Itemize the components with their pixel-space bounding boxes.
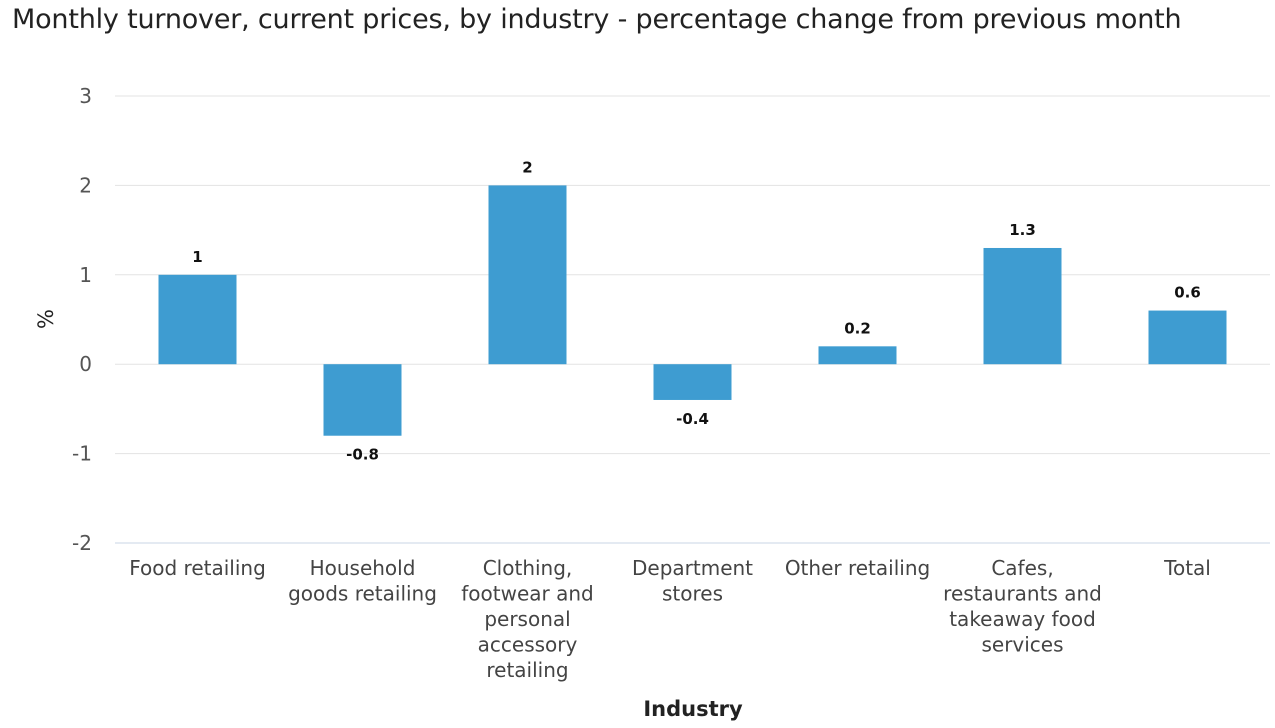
chart-title: Monthly turnover, current prices, by ind… — [12, 4, 1182, 35]
y-axis-ticks: 3 2 1 0 -1 -2 — [72, 84, 92, 555]
x-tick-label: Clothing, footwear and personal accessory re… — [461, 556, 593, 682]
y-axis-label: % — [34, 309, 58, 329]
x-tick-label: Household goods retailing — [288, 556, 437, 606]
data-label: 2 — [522, 158, 532, 176]
bar — [158, 274, 237, 365]
data-label: 0.2 — [844, 319, 871, 337]
data-label: 1 — [192, 248, 202, 266]
bar — [818, 346, 897, 365]
y-tick-label: -2 — [72, 531, 92, 555]
x-axis-label: Industry — [643, 697, 743, 721]
x-tick-label: Total — [1163, 556, 1211, 580]
y-tick-label: 1 — [79, 263, 92, 287]
bar — [1148, 310, 1227, 365]
x-axis-ticks: Food retailing Household goods retailing Cl… — [129, 556, 1211, 682]
data-label: -0.8 — [346, 446, 379, 464]
data-label: -0.4 — [676, 410, 709, 428]
bar — [983, 247, 1062, 365]
bar — [488, 185, 567, 365]
x-tick-label: Other retailing — [785, 556, 930, 580]
x-tick-label: Department stores — [632, 556, 753, 606]
data-label: 0.6 — [1174, 284, 1201, 302]
x-tick-label: Cafes, restaurants and takeaway food servic… — [943, 556, 1102, 657]
bars — [158, 185, 1227, 436]
bar — [653, 364, 732, 400]
data-label: 1.3 — [1009, 221, 1036, 239]
data-labels: 1 -0.8 2 -0.4 0.2 1.3 0.6 — [192, 158, 1201, 463]
bar — [323, 364, 402, 436]
gridlines — [115, 95, 1270, 544]
y-tick-label: 3 — [79, 84, 92, 108]
y-tick-label: -1 — [72, 442, 92, 466]
x-tick-label: Food retailing — [129, 556, 266, 580]
y-tick-label: 2 — [79, 173, 92, 197]
y-tick-label: 0 — [79, 352, 92, 376]
